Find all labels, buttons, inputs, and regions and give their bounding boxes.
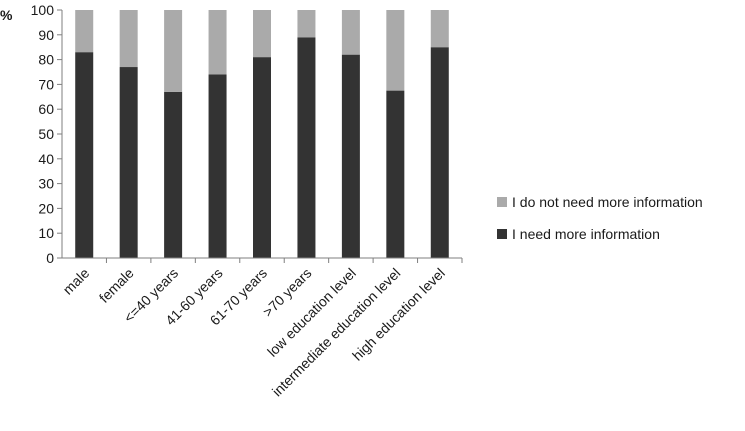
bars-layer: [75, 10, 449, 259]
y-tick-label: 20: [38, 200, 54, 216]
x-tick-label: female: [96, 265, 137, 306]
bar-segment-need-info: [164, 91, 183, 258]
bar-segment-need-info: [297, 37, 316, 258]
bar-segment-no-need-info: [297, 10, 316, 38]
y-tick-label: 30: [38, 176, 54, 192]
bar-segment-need-info: [208, 74, 227, 258]
y-tick-label: 40: [38, 151, 54, 167]
y-tick-label: 100: [31, 2, 55, 18]
bar-segment-no-need-info: [341, 10, 360, 55]
y-tick-label: 50: [38, 126, 54, 142]
y-tick-label: 80: [38, 52, 54, 68]
y-axis-unit-label: %: [0, 7, 13, 23]
bar-segment-no-need-info: [430, 10, 449, 48]
bar-segment-no-need-info: [75, 10, 94, 53]
y-tick-label: 90: [38, 27, 54, 43]
legend-label: I do not need more information: [512, 194, 703, 210]
legend-swatch: [497, 229, 507, 239]
bar-segment-need-info: [75, 52, 94, 258]
y-tick-label: 60: [38, 101, 54, 117]
x-tick-label: male: [60, 265, 93, 298]
y-tick-label: 70: [38, 76, 54, 92]
bar-segment-no-need-info: [119, 10, 138, 68]
y-tick-label: 0: [46, 250, 54, 266]
bar-segment-need-info: [253, 57, 271, 259]
bar-segment-no-need-info: [253, 10, 271, 58]
bar-segment-no-need-info: [208, 10, 227, 75]
legend: I do not need more information I need mor…: [497, 194, 703, 242]
bar-segment-need-info: [119, 67, 138, 258]
bar-segment-need-info: [430, 47, 449, 259]
legend-label: I need more information: [512, 226, 660, 242]
bar-segment-need-info: [341, 54, 360, 258]
legend-swatch: [497, 197, 507, 207]
y-tick-label: 10: [38, 225, 54, 241]
bar-segment-no-need-info: [386, 10, 405, 91]
bar-segment-no-need-info: [164, 10, 183, 92]
bar-segment-need-info: [386, 90, 405, 258]
